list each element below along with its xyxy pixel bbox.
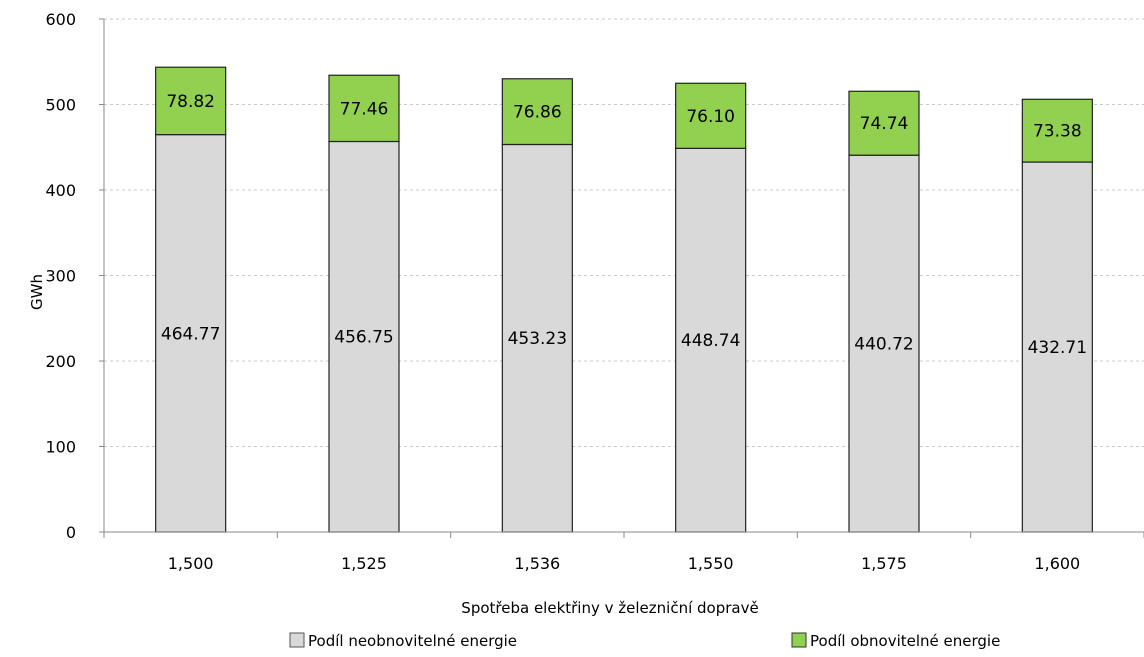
bar-renewable-3 bbox=[675, 82, 747, 149]
y-axis-title: GWh bbox=[28, 274, 46, 310]
data-labels: 464.77 78.82 456.75 77.46 453.23 76.86 448.74 7… bbox=[161, 92, 1087, 358]
data-label-renewable: 73.38 bbox=[1033, 122, 1082, 142]
bar-renewable-1 bbox=[328, 74, 400, 143]
data-label-nonrenewable: 432.71 bbox=[1028, 338, 1087, 358]
data-label-nonrenewable: 453.23 bbox=[508, 329, 567, 349]
y-tick-label: 300 bbox=[45, 267, 76, 286]
x-tick-label: 1,550 bbox=[688, 554, 734, 573]
bar-renewable-0 bbox=[155, 66, 227, 136]
x-tick-label: 1,525 bbox=[341, 554, 387, 573]
bar-nonrenewable-3 bbox=[675, 147, 747, 533]
data-label-renewable: 77.46 bbox=[340, 99, 389, 119]
data-label-nonrenewable: 456.75 bbox=[334, 328, 393, 348]
y-tick-label: 600 bbox=[45, 10, 76, 29]
x-tick-label: 1,536 bbox=[514, 554, 560, 573]
data-label-nonrenewable: 464.77 bbox=[161, 324, 220, 344]
y-tick-label: 500 bbox=[45, 96, 76, 115]
data-label-nonrenewable: 440.72 bbox=[854, 335, 913, 355]
y-tick-label: 200 bbox=[45, 352, 76, 371]
bar-renewable-5 bbox=[1021, 98, 1093, 163]
bars bbox=[155, 66, 1093, 533]
data-label-renewable: 76.86 bbox=[513, 103, 562, 123]
legend-swatch-nonrenewable bbox=[289, 632, 305, 648]
data-label-nonrenewable: 448.74 bbox=[681, 331, 740, 351]
gridlines bbox=[104, 18, 1144, 447]
x-tick-label: 1,500 bbox=[168, 554, 214, 573]
data-label-renewable: 76.10 bbox=[686, 107, 735, 127]
data-label-renewable: 78.82 bbox=[166, 92, 215, 112]
data-label-renewable: 74.74 bbox=[860, 114, 909, 134]
y-tick-label: 400 bbox=[45, 181, 76, 200]
legend-label-renewable: Podíl obnovitelné energie bbox=[810, 632, 1000, 650]
legend-label-nonrenewable: Podíl neobnovitelné energie bbox=[308, 632, 517, 650]
bar-nonrenewable-5 bbox=[1021, 161, 1093, 533]
x-tick-label: 1,600 bbox=[1034, 554, 1080, 573]
bar-renewable-2 bbox=[501, 78, 573, 146]
legend-swatch-renewable bbox=[791, 632, 807, 648]
y-tick-label: 100 bbox=[45, 438, 76, 457]
x-axis-title: Spotřeba elektřiny v železniční dopravě bbox=[461, 599, 758, 617]
legend: Podíl neobnovitelné energie Podíl obnovi… bbox=[289, 632, 1000, 650]
axes: 0 100 200 300 400 500 600 1,500 1,525 1,536 1,550 1… bbox=[45, 10, 1144, 573]
bar-nonrenewable-1 bbox=[328, 140, 400, 533]
y-tick-label: 0 bbox=[66, 523, 76, 542]
x-tick-label: 1,575 bbox=[861, 554, 907, 573]
bar-renewable-4 bbox=[848, 90, 920, 156]
bar-nonrenewable-4 bbox=[848, 154, 920, 533]
bar-nonrenewable-0 bbox=[155, 134, 227, 533]
bar-nonrenewable-2 bbox=[501, 143, 573, 533]
